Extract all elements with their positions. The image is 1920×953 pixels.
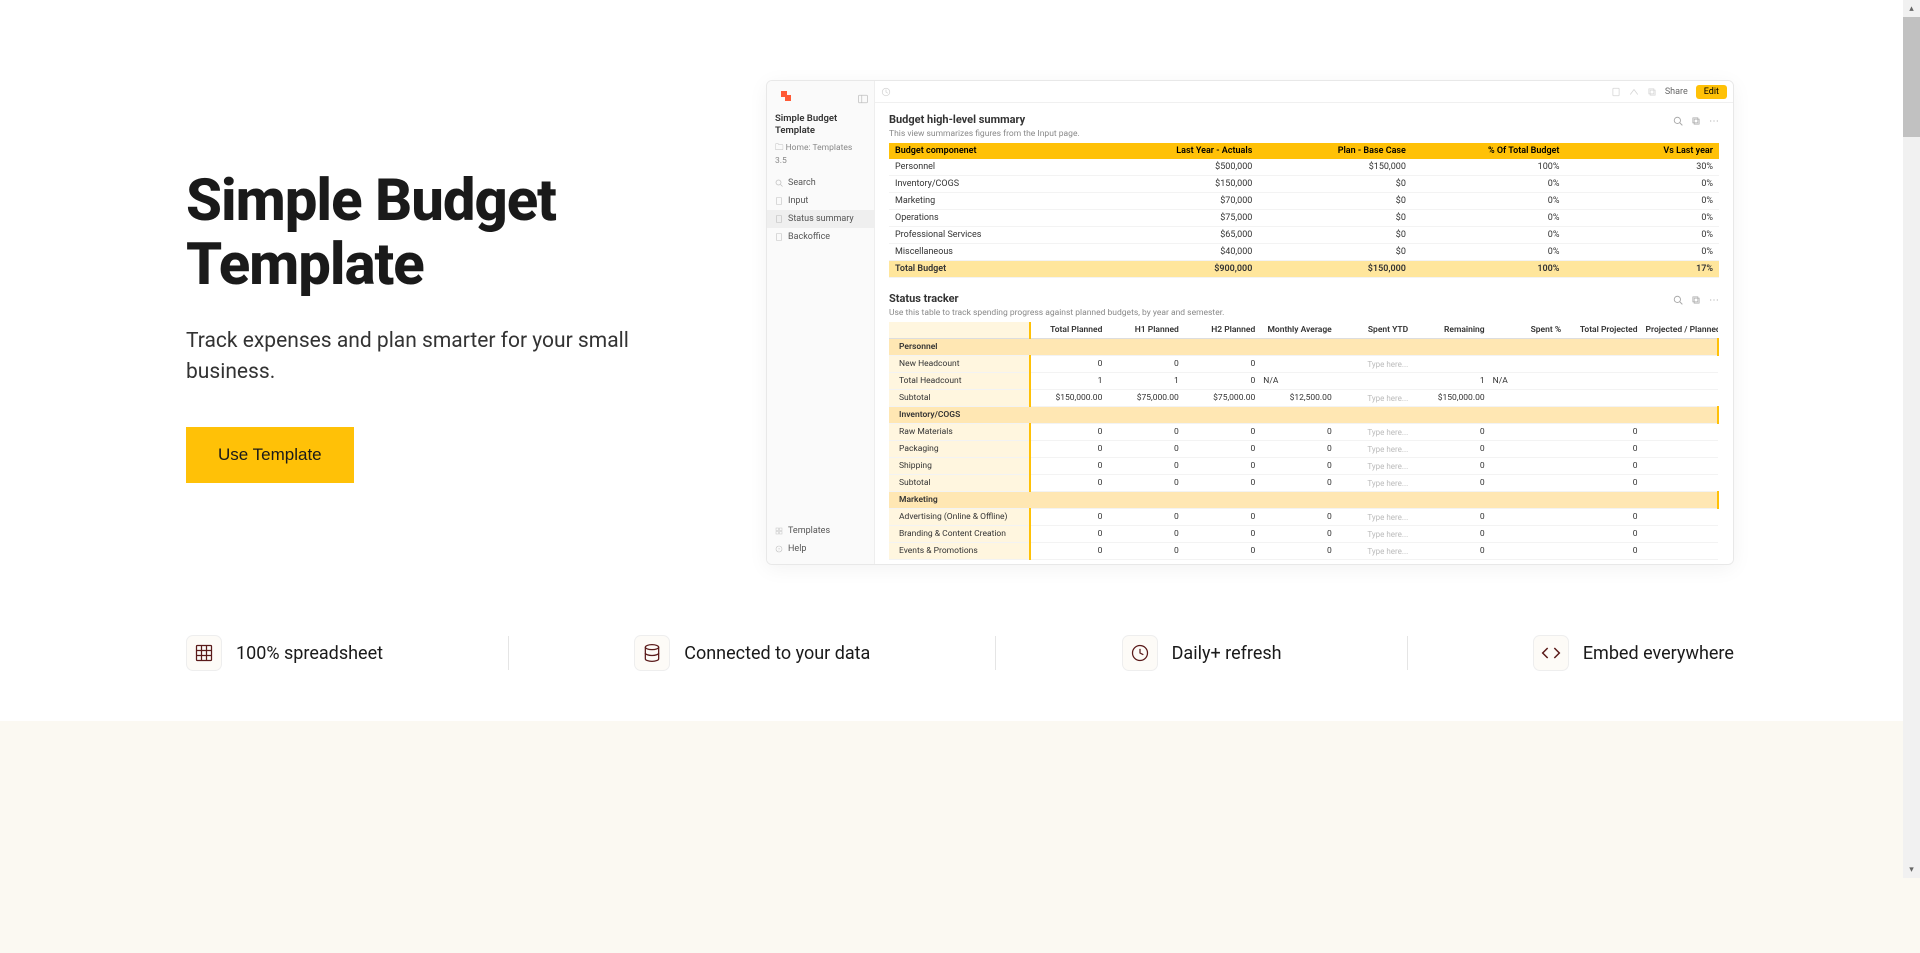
tracker-table: Total Planned H1 Planned H2 Planned Mont… xyxy=(889,322,1719,560)
copy-icon xyxy=(1691,295,1701,305)
sidebar-item-backoffice[interactable]: Backoffice xyxy=(767,228,874,246)
feature-label: Connected to your data xyxy=(684,643,870,664)
scroll-up-arrow[interactable]: ▴ xyxy=(1903,0,1920,17)
scroll-thumb[interactable] xyxy=(1903,17,1920,137)
table-row: Branding & Content Creation0000Type here… xyxy=(889,526,1718,543)
database-icon xyxy=(634,635,670,671)
clock-icon xyxy=(1122,635,1158,671)
scroll-down-arrow[interactable]: ▾ xyxy=(1903,861,1920,878)
feature-refresh: Daily+ refresh xyxy=(1122,635,1282,671)
sidebar-help[interactable]: ? Help xyxy=(767,540,875,558)
template-screenshot: Simple Budget Template 🗀 Home: Templates… xyxy=(766,80,1734,565)
sidebar-search[interactable]: Search xyxy=(767,174,874,192)
page-icon xyxy=(775,233,783,241)
use-template-button[interactable]: Use Template xyxy=(186,427,354,483)
tracker-subtitle: Use this table to track spending progres… xyxy=(889,308,1719,318)
spreadsheet-icon xyxy=(186,635,222,671)
table-row: Shipping0000Type here...00 xyxy=(889,458,1718,475)
table-row: Total Headcount110N/A1N/A xyxy=(889,373,1718,390)
more-icon: ⋯ xyxy=(1709,116,1719,127)
table-row: Advertising (Online & Offline)0000Type h… xyxy=(889,509,1718,526)
table-row: Operations$75,000$00%0% xyxy=(889,210,1719,227)
summary-title: Budget high-level summary xyxy=(889,113,1025,126)
history-icon xyxy=(881,87,891,97)
share-label[interactable]: Share xyxy=(1665,87,1688,97)
svg-text:?: ? xyxy=(778,547,780,552)
tracker-section-row: Personnel xyxy=(889,339,1718,356)
summary-subtitle: This view summarizes figures from the In… xyxy=(889,129,1719,139)
summary-table: Budget componenet Last Year - Actuals Pl… xyxy=(889,143,1719,278)
feature-label: Daily+ refresh xyxy=(1172,643,1282,664)
search-icon xyxy=(1673,295,1683,305)
table-row: Inventory/COGS$150,000$00%0% xyxy=(889,176,1719,193)
sidebar-item-status[interactable]: Status summary xyxy=(767,210,874,228)
table-row: New Headcount000Type here... xyxy=(889,356,1718,373)
table-row: Raw Materials0000Type here...00 xyxy=(889,424,1718,441)
table-row: Events & Promotions0000Type here...00 xyxy=(889,543,1718,560)
page-title: Simple Budget Template xyxy=(186,170,706,298)
help-icon: ? xyxy=(775,545,783,553)
sidebar-templates[interactable]: Templates xyxy=(767,522,875,540)
scrollbar[interactable]: ▴ ▾ xyxy=(1903,0,1920,878)
divider xyxy=(995,636,996,670)
table-row: Personnel$500,000$150,000100%30% xyxy=(889,159,1719,176)
copy-icon xyxy=(1647,87,1657,97)
footer-background xyxy=(0,721,1920,953)
page-icon xyxy=(775,197,783,205)
table-row: Marketing$70,000$00%0% xyxy=(889,193,1719,210)
templates-icon xyxy=(775,527,783,535)
sidebar-breadcrumb: 🗀 Home: Templates 3.5 xyxy=(767,140,874,174)
divider xyxy=(1407,636,1408,670)
bookmark-icon xyxy=(1611,87,1621,97)
search-icon xyxy=(1673,116,1683,126)
table-row: Packaging0000Type here...00 xyxy=(889,441,1718,458)
page-icon xyxy=(775,215,783,223)
feature-embed: Embed everywhere xyxy=(1533,635,1734,671)
sidebar-title: Simple Budget Template xyxy=(767,111,874,140)
app-logo-icon xyxy=(781,91,791,101)
page-subtitle: Track expenses and plan smarter for your… xyxy=(186,326,706,389)
feature-connected: Connected to your data xyxy=(634,635,870,671)
tracker-section-row: Inventory/COGS xyxy=(889,407,1718,424)
more-icon: ⋯ xyxy=(1709,295,1719,306)
search-icon xyxy=(775,179,783,187)
feature-label: Embed everywhere xyxy=(1583,643,1734,664)
sidebar-item-input[interactable]: Input xyxy=(767,192,874,210)
edit-button[interactable]: Edit xyxy=(1696,85,1727,99)
table-row: Professional Services$65,000$00%0% xyxy=(889,227,1719,244)
table-row: Subtotal0000Type here...00 xyxy=(889,475,1718,492)
table-row: Miscellaneous$40,000$00%0% xyxy=(889,244,1719,261)
share-arrow-icon xyxy=(1629,87,1639,97)
sidebar-toggle-icon xyxy=(858,94,868,104)
table-total-row: Total Budget$900,000$150,000100%17% xyxy=(889,261,1719,278)
divider xyxy=(508,636,509,670)
copy-icon xyxy=(1691,116,1701,126)
code-icon xyxy=(1533,635,1569,671)
table-row: Subtotal$150,000.00$75,000.00$75,000.00$… xyxy=(889,390,1718,407)
tracker-title: Status tracker xyxy=(889,292,959,305)
feature-label: 100% spreadsheet xyxy=(236,643,383,664)
feature-spreadsheet: 100% spreadsheet xyxy=(186,635,383,671)
tracker-section-row: Marketing xyxy=(889,492,1718,509)
